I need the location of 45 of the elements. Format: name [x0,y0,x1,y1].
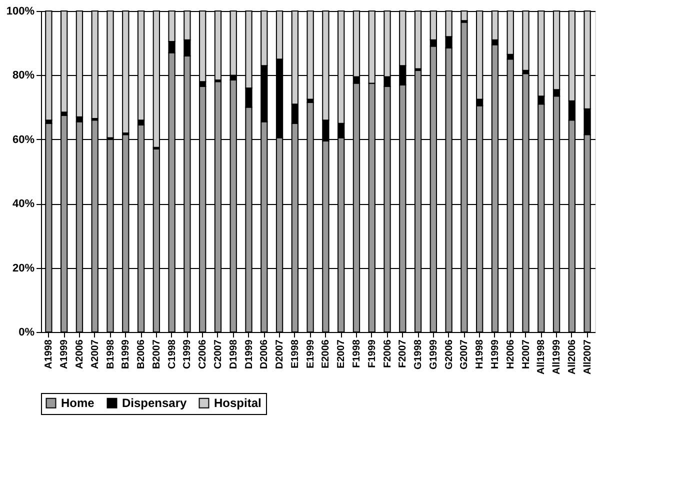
x-tick-label: G1999 [428,339,440,370]
x-tick-label: B2007 [151,339,162,369]
legend-label: Dispensary [122,396,188,410]
x-tick-label: F1999 [366,339,378,368]
x-tick-label: A2006 [74,339,86,369]
y-tick-label: 60% [12,134,35,146]
x-tick-label: All1998 [536,339,548,375]
x-tick-label: F2006 [382,339,394,368]
x-tick-label: G1998 [413,339,424,370]
x-tick-label: E2007 [336,339,348,368]
x-tick-label: C2006 [198,339,209,369]
x-tick-label: E1998 [290,339,301,368]
y-tick-label: 100% [6,6,35,18]
x-tick-label: C1999 [182,339,194,369]
x-tick-label: F2007 [398,339,409,368]
x-tick-label: D2007 [274,339,286,369]
x-tick-label: All1999 [552,339,563,375]
x-tick-label: D1999 [244,339,255,369]
y-tick-label: 80% [12,70,35,82]
x-tick-label: H2006 [505,339,516,369]
x-tick-label: E2006 [320,339,332,368]
y-tick-label: 40% [12,198,35,210]
x-tick-label: C1998 [166,339,178,369]
x-tick-label: H1998 [474,339,486,369]
x-tick-label: A2007 [90,339,101,369]
x-tick-label: D2006 [259,339,270,369]
x-tick-label: All2006 [566,339,578,375]
x-tick-label: B1998 [105,339,116,369]
x-tick-label: H2007 [520,339,532,369]
x-tick-label: G2006 [444,339,455,370]
legend-label: Home [61,396,95,410]
y-tick-label: 0% [18,326,35,338]
legend-label: Hospital [214,396,262,410]
x-tick-label: G2007 [459,339,470,370]
y-tick-label: 20% [12,262,35,274]
x-tick-label: All2007 [582,339,594,375]
x-tick-label: E1999 [305,339,316,368]
x-tick-label: D1998 [228,339,240,369]
x-tick-label: A1999 [59,339,70,369]
x-tick-label: B2006 [136,339,148,369]
x-tick-label: H1999 [490,339,501,369]
x-tick-label: B1999 [120,339,132,369]
x-tick-label: F1998 [351,339,362,368]
x-tick-label: C2007 [212,339,224,369]
x-tick-label: A1998 [44,339,55,369]
